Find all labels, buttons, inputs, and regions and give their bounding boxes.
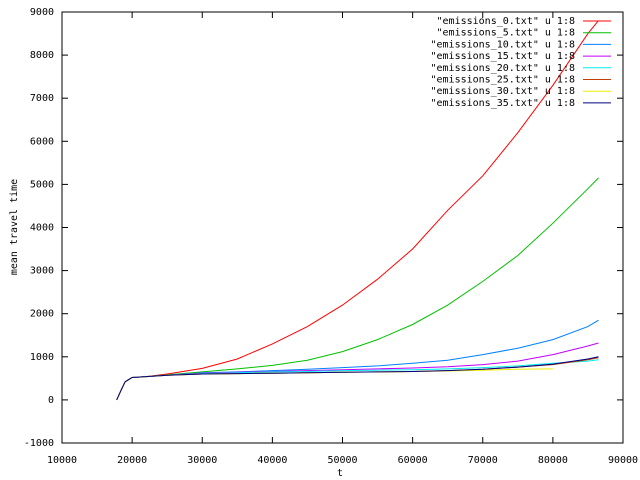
legend-label: "emissions_25.txt" u 1:8 (431, 75, 576, 86)
x-tick-label: 70000 (468, 455, 498, 466)
y-tick-label: 5000 (30, 179, 54, 190)
x-tick-label: 20000 (117, 455, 147, 466)
x-tick-label: 90000 (608, 455, 638, 466)
y-tick-label: 7000 (30, 93, 54, 104)
y-tick-label: 0 (48, 395, 54, 406)
y-tick-label: 8000 (30, 50, 54, 61)
x-tick-label: 50000 (327, 455, 357, 466)
x-axis-label: t (337, 468, 343, 479)
y-tick-label: 3000 (30, 266, 54, 277)
legend-label: "emissions_5.txt" u 1:8 (437, 28, 575, 39)
y-tick-label: 2000 (30, 309, 54, 320)
legend-label: "emissions_35.txt" u 1:8 (431, 98, 576, 109)
x-tick-label: 80000 (538, 455, 568, 466)
y-tick-label: -1000 (24, 438, 54, 449)
x-tick-label: 10000 (47, 455, 77, 466)
legend-label: "emissions_30.txt" u 1:8 (431, 86, 576, 97)
y-tick-label: 4000 (30, 223, 54, 234)
x-tick-label: 30000 (187, 455, 217, 466)
y-tick-label: 1000 (30, 352, 54, 363)
series-line (116, 356, 599, 401)
y-tick-label: 9000 (30, 7, 54, 18)
y-axis-label: mean travel time (9, 179, 20, 275)
y-tick-label: 6000 (30, 136, 54, 147)
legend-label: "emissions_20.txt" u 1:8 (431, 63, 576, 74)
x-tick-label: 40000 (257, 455, 287, 466)
legend-label: "emissions_15.txt" u 1:8 (431, 51, 576, 62)
legend-label: "emissions_0.txt" u 1:8 (437, 16, 575, 27)
x-tick-label: 60000 (398, 455, 428, 466)
legend-label: "emissions_10.txt" u 1:8 (431, 39, 576, 50)
